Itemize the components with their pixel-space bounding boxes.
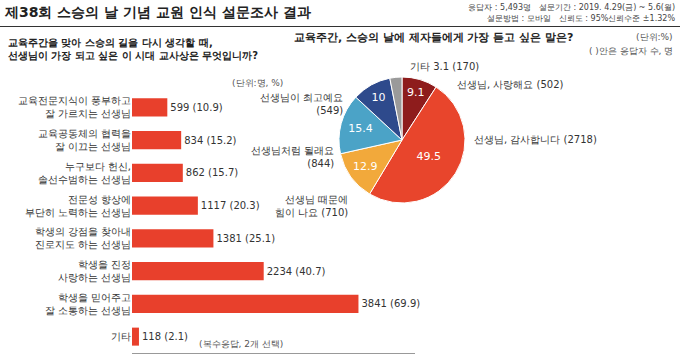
svg-text:선생님, 사랑해요 (502): 선생님, 사랑해요 (502) [457, 79, 564, 90]
svg-text:전문성 향상에부단히 노력하는 선생님: 전문성 향상에부단히 노력하는 선생님 [25, 194, 131, 218]
svg-text:교육주간, 스승의 날에 제자들에게 가장 듣고 싶은 말은: 교육주간, 스승의 날에 제자들에게 가장 듣고 싶은 말은? [294, 31, 573, 44]
svg-text:(단위:명, %): (단위:명, %) [232, 78, 283, 88]
svg-text:(단위:%): (단위:%) [636, 32, 673, 42]
svg-text:834 (15.2): 834 (15.2) [184, 135, 236, 146]
svg-text:15.4: 15.4 [348, 122, 373, 135]
svg-text:12.9: 12.9 [353, 160, 378, 173]
html-text:응답자 : 5,493명 설문기간 : 2019. 4.29: 응답자 : 5,493명 설문기간 : 2019. 4.29(금) ~ 5.6(… [468, 3, 675, 12]
svg-text:교육전문지식이 풍부하고잘 가르치는 선생님: 교육전문지식이 풍부하고잘 가르치는 선생님 [18, 95, 131, 119]
svg-text:(복수응답, 2개 선택): (복수응답, 2개 선택) [199, 339, 283, 349]
svg-text:599 (10.9): 599 (10.9) [170, 102, 222, 113]
svg-text:49.5: 49.5 [417, 150, 442, 163]
svg-text:교육공동체의 협력을잘 이끄는 선생님: 교육공동체의 협력을잘 이끄는 선생님 [38, 128, 131, 152]
svg-text:9.1: 9.1 [407, 86, 425, 99]
svg-text:기타 3.1 (170): 기타 3.1 (170) [410, 61, 479, 72]
svg-text:학생의 강점을 찾아내진로지도 하는 선생님: 학생의 강점을 찾아내진로지도 하는 선생님 [35, 226, 131, 250]
svg-text:1117 (20.3): 1117 (20.3) [201, 200, 260, 211]
svg-text:선생님, 감사합니다 (2718): 선생님, 감사합니다 (2718) [474, 134, 597, 145]
svg-text:학생을 믿어주고잘 소통하는 선생님: 학생을 믿어주고잘 소통하는 선생님 [45, 292, 131, 316]
svg-text:( )안은 응답자 수, 명: ( )안은 응답자 수, 명 [589, 46, 673, 56]
svg-text:선생님 때문에힘이 나요 (710): 선생님 때문에힘이 나요 (710) [275, 194, 348, 218]
svg-text:3841 (69.9): 3841 (69.9) [361, 298, 420, 309]
svg-text:862 (15.7): 862 (15.7) [186, 167, 238, 178]
svg-text:선생님이 최고예요(549): 선생님이 최고예요(549) [260, 92, 343, 116]
svg-text:학생을 진정사랑하는 선생님: 학생을 진정사랑하는 선생님 [58, 259, 131, 283]
svg-text:누구보다 헌신,솔선수범하는 선생님: 누구보다 헌신,솔선수범하는 선생님 [38, 161, 131, 185]
svg-text:기타: 기타 [111, 331, 131, 342]
svg-text:교육주간을 맞아 스승의 길을 다시 생각할 때,선생님이: 교육주간을 맞아 스승의 길을 다시 생각할 때,선생님이 가장 되고 싶은 이… [8, 37, 258, 61]
svg-text:2234 (40.7): 2234 (40.7) [267, 266, 326, 277]
svg-text:118 (2.1): 118 (2.1) [142, 331, 188, 342]
svg-text:10: 10 [372, 91, 386, 104]
svg-text:1381 (25.1): 1381 (25.1) [216, 233, 275, 244]
html-text:설문방법 : 모바일 신뢰도 : 95%신뢰수준 ±1.32: 설문방법 : 모바일 신뢰도 : 95%신뢰수준 ±1.32% [487, 14, 675, 23]
html-text:제38회 스승의 날 기념 교원 인식 설문조사 결과: 제38회 스승의 날 기념 교원 인식 설문조사 결과 [5, 4, 311, 20]
svg-text:선생님처럼 될래요(844): 선생님처럼 될래요(844) [251, 145, 334, 169]
